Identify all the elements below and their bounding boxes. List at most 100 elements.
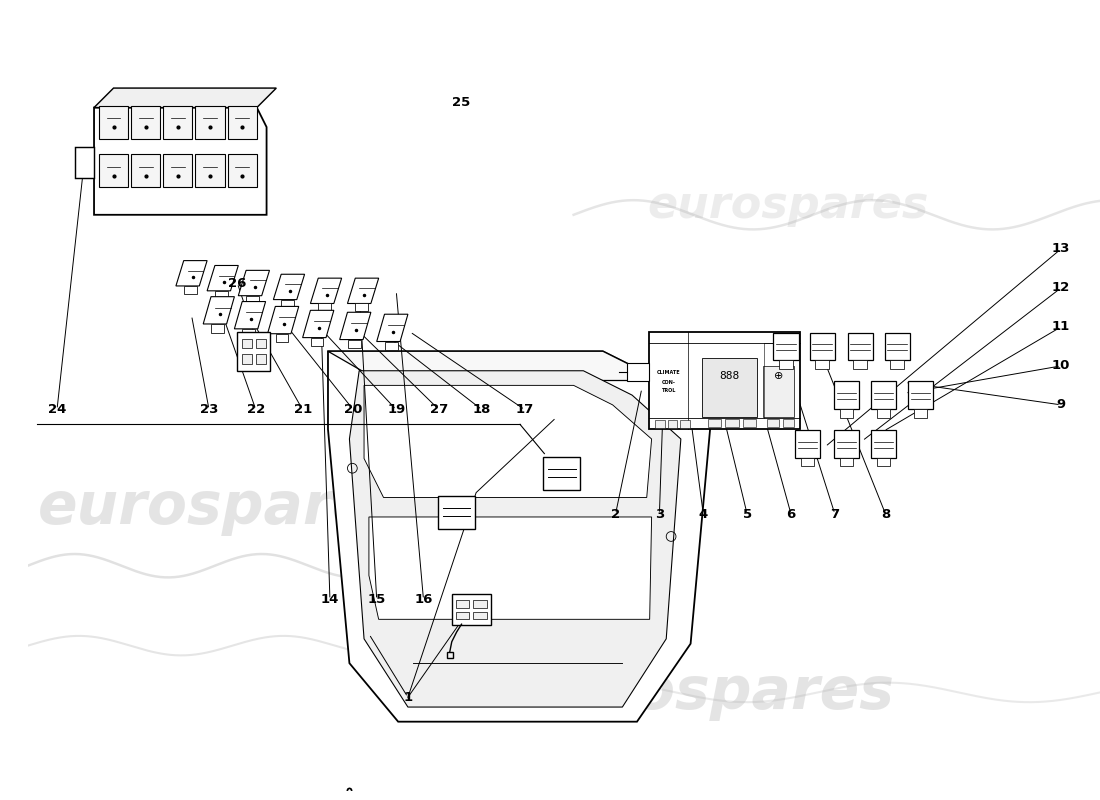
Polygon shape [310,278,342,303]
Polygon shape [348,278,378,303]
Polygon shape [318,303,331,311]
Polygon shape [94,88,276,107]
Text: 17: 17 [516,403,534,416]
FancyBboxPatch shape [681,421,690,428]
Polygon shape [302,310,333,338]
FancyBboxPatch shape [742,419,757,427]
Polygon shape [242,329,255,338]
FancyBboxPatch shape [196,154,224,187]
FancyBboxPatch shape [228,106,256,138]
Polygon shape [267,306,299,334]
FancyBboxPatch shape [228,154,256,187]
FancyBboxPatch shape [884,333,910,360]
Polygon shape [239,270,270,296]
FancyBboxPatch shape [163,106,192,138]
Polygon shape [328,351,711,722]
FancyBboxPatch shape [242,354,252,364]
FancyBboxPatch shape [256,338,265,348]
FancyBboxPatch shape [131,106,161,138]
Text: 26: 26 [228,277,246,290]
FancyBboxPatch shape [654,421,664,428]
Polygon shape [94,107,266,214]
Text: 13: 13 [1052,242,1070,255]
FancyBboxPatch shape [668,421,678,428]
FancyBboxPatch shape [627,363,649,381]
Polygon shape [376,314,408,342]
Text: 3: 3 [654,507,664,521]
FancyBboxPatch shape [238,332,271,370]
FancyBboxPatch shape [473,611,487,619]
Polygon shape [204,297,234,324]
Text: CON-: CON- [662,380,675,385]
FancyBboxPatch shape [795,430,821,458]
Text: 8: 8 [881,507,890,521]
Polygon shape [75,146,94,178]
Polygon shape [211,324,224,333]
FancyBboxPatch shape [196,106,224,138]
Text: 5: 5 [742,507,751,521]
FancyBboxPatch shape [783,419,794,427]
FancyBboxPatch shape [801,458,814,466]
Text: 11: 11 [1052,320,1070,334]
Text: 7: 7 [830,507,839,521]
Text: eurospares: eurospares [526,664,894,721]
FancyBboxPatch shape [871,430,896,458]
Polygon shape [282,299,295,307]
Polygon shape [385,342,397,350]
FancyBboxPatch shape [877,458,890,466]
Text: 14: 14 [321,594,339,606]
Polygon shape [234,302,265,329]
FancyBboxPatch shape [707,419,722,427]
FancyBboxPatch shape [847,333,873,360]
FancyBboxPatch shape [854,360,867,369]
FancyBboxPatch shape [649,332,801,430]
Polygon shape [364,386,651,498]
FancyBboxPatch shape [438,495,475,529]
FancyBboxPatch shape [890,360,904,369]
Text: 4: 4 [698,507,708,521]
FancyBboxPatch shape [702,358,758,417]
FancyBboxPatch shape [871,382,896,409]
Text: 6: 6 [786,507,795,521]
Text: 15: 15 [367,594,386,606]
Text: 27: 27 [430,403,448,416]
FancyBboxPatch shape [473,600,487,608]
Text: 20: 20 [344,403,363,416]
FancyBboxPatch shape [908,382,933,409]
Text: ⊕: ⊕ [774,370,783,381]
Polygon shape [328,351,661,381]
Text: 22: 22 [246,403,265,416]
Polygon shape [355,303,368,311]
Text: TROL: TROL [661,388,675,393]
FancyBboxPatch shape [99,154,129,187]
Polygon shape [350,370,681,707]
Text: 12: 12 [1052,282,1070,294]
FancyBboxPatch shape [767,419,779,427]
FancyBboxPatch shape [131,154,161,187]
Polygon shape [184,286,197,294]
FancyBboxPatch shape [839,458,854,466]
Polygon shape [275,334,288,342]
FancyBboxPatch shape [834,382,859,409]
FancyBboxPatch shape [452,594,491,625]
FancyBboxPatch shape [163,154,192,187]
Polygon shape [310,338,323,346]
Polygon shape [207,266,239,291]
FancyBboxPatch shape [725,419,739,427]
FancyBboxPatch shape [99,106,129,138]
Text: eurospares: eurospares [648,183,928,226]
FancyBboxPatch shape [256,354,265,364]
Text: 10: 10 [1052,359,1070,372]
Text: CLIMATE: CLIMATE [657,370,681,375]
Text: 25: 25 [452,96,471,109]
Text: 24: 24 [47,403,66,416]
Text: eurospares: eurospares [39,478,407,536]
Text: 1: 1 [404,691,412,704]
Text: 9: 9 [1056,398,1066,411]
FancyBboxPatch shape [839,409,854,418]
FancyBboxPatch shape [815,360,829,369]
Polygon shape [246,296,260,303]
FancyBboxPatch shape [242,338,252,348]
Text: 888: 888 [719,370,739,381]
FancyBboxPatch shape [763,366,794,417]
